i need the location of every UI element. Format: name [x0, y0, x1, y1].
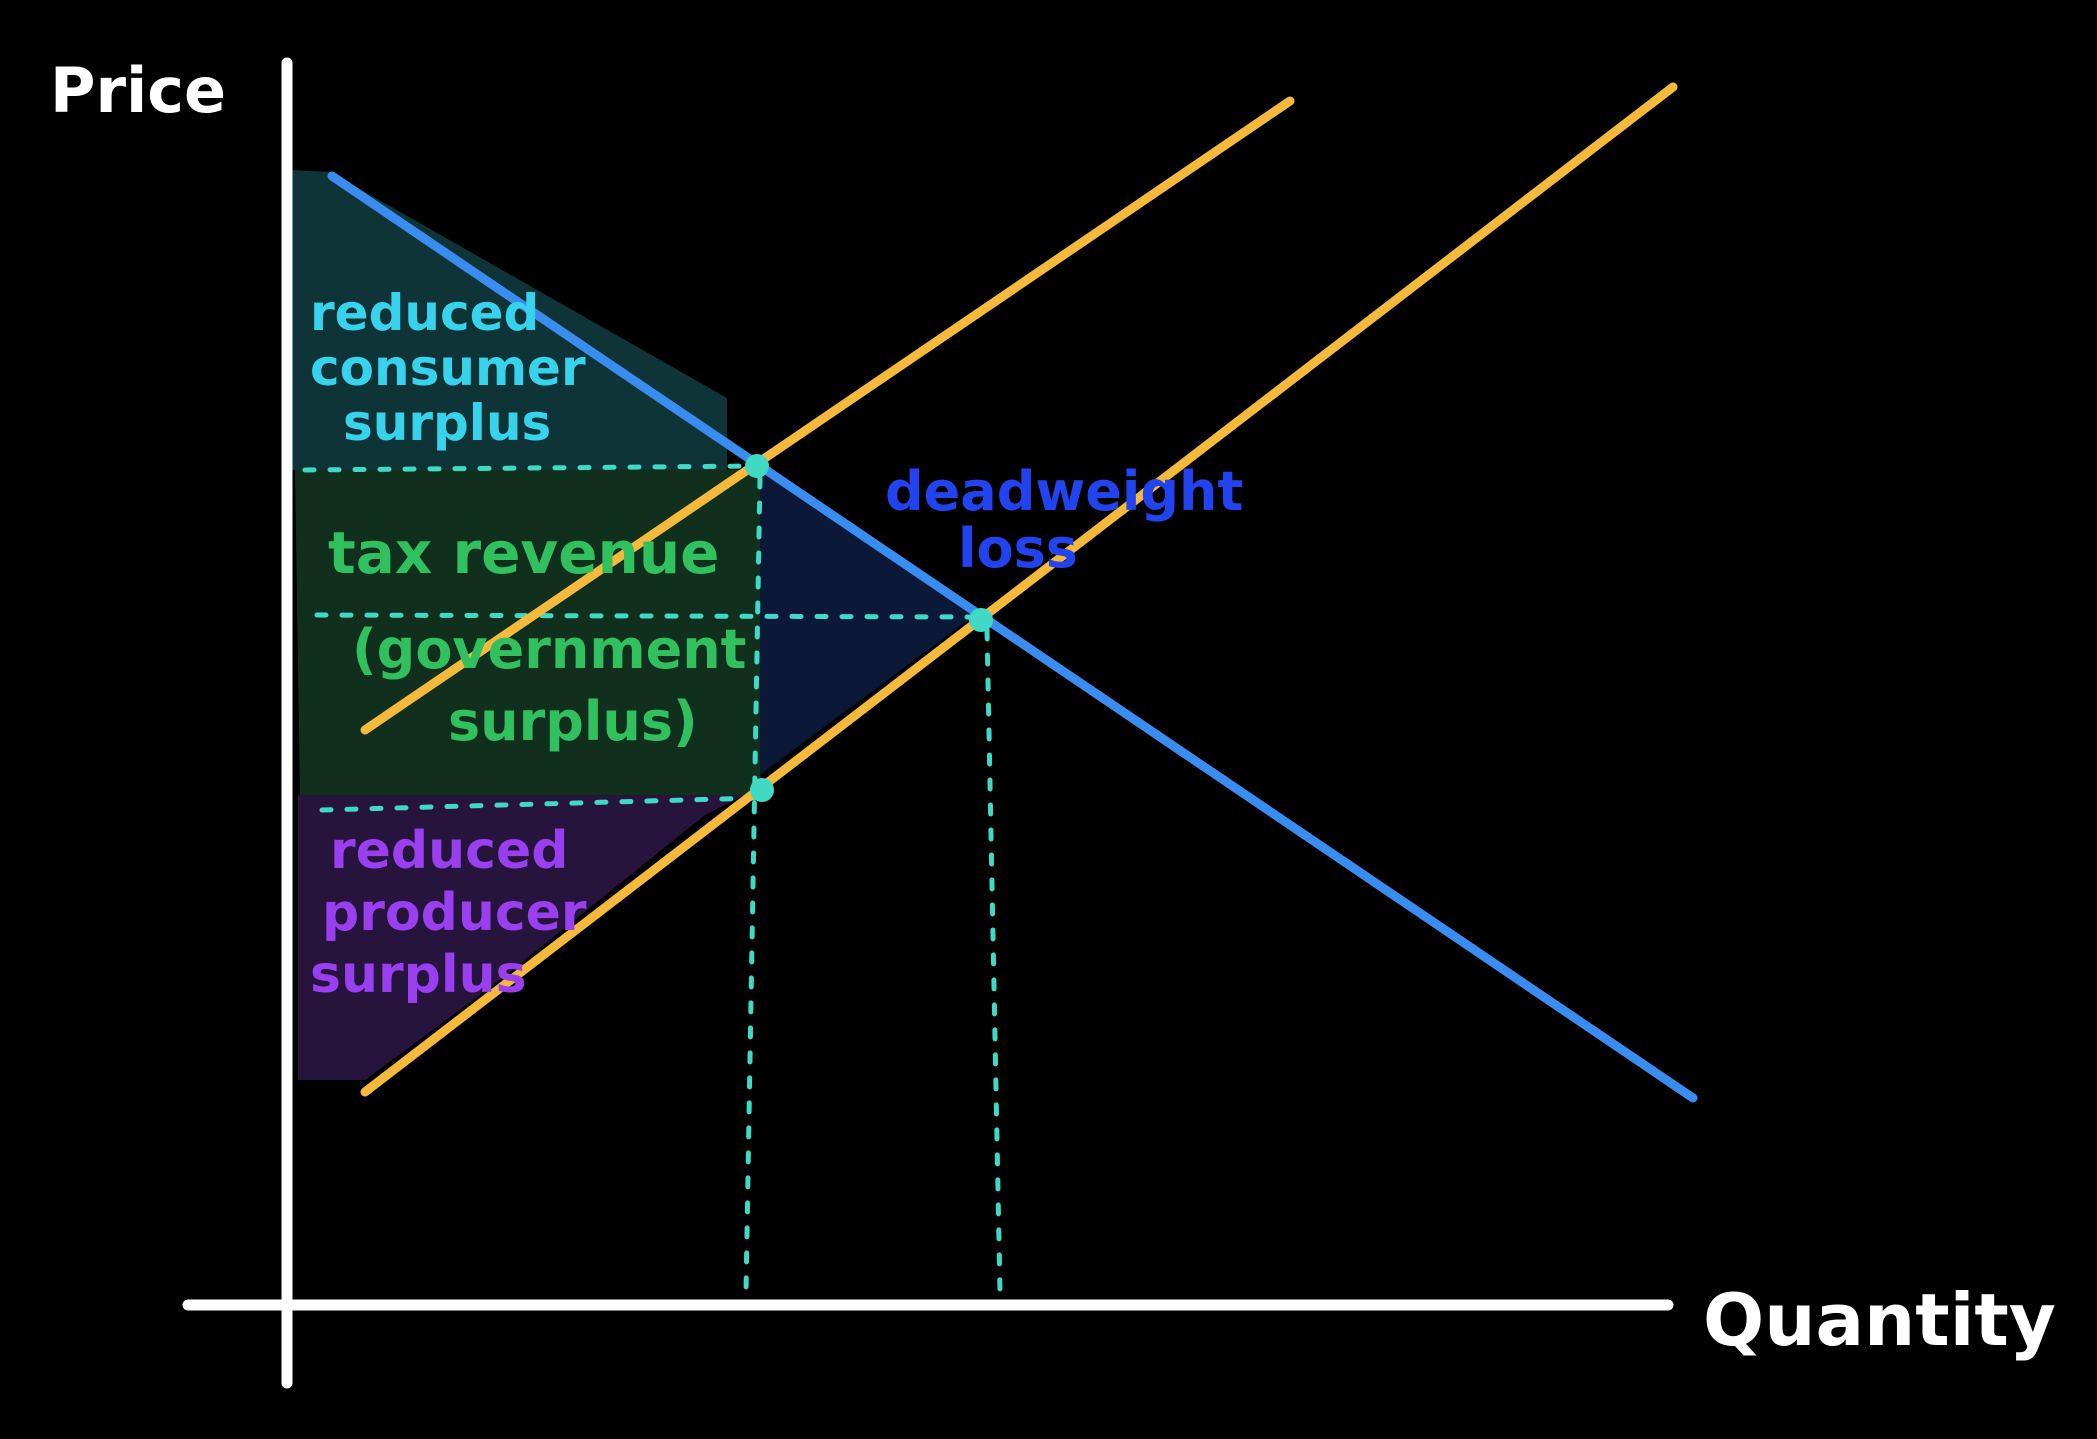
consumer-surplus-region: [290, 170, 727, 470]
consumer-surplus-label-line1: reduced: [310, 284, 539, 342]
equilibrium-point: [969, 608, 993, 632]
equilibrium-price-guide: [314, 612, 981, 620]
supply-curve: [360, 82, 1678, 1097]
tax-revenue-region: [295, 470, 760, 795]
deadweight-loss-label-line2: loss: [958, 517, 1078, 580]
y-axis-label: Price: [50, 54, 226, 127]
deadweight-loss-label-line1: deadweight: [885, 460, 1243, 523]
consumer-surplus-label-line3: surplus: [343, 394, 551, 452]
producer-price-point: [750, 778, 774, 802]
price-consumers-guide: [302, 463, 760, 473]
x-axis-label: Quantity: [1703, 1278, 2056, 1362]
producer-surplus-label-line3: surplus: [310, 945, 527, 1005]
tax-revenue-label-line2: (government: [352, 618, 746, 681]
consumer-surplus-label-line2: consumer: [310, 339, 586, 397]
tax-revenue-label-line1: tax revenue: [328, 519, 719, 587]
deadweight-loss-region: [760, 470, 975, 775]
price-producers-guide: [319, 795, 761, 813]
demand-curve: [327, 171, 1698, 1103]
producer-surplus-region: [298, 795, 745, 1080]
tax-revenue-label-line3: surplus): [448, 690, 698, 753]
consumer-price-point: [745, 454, 769, 478]
equilibrium-quantity-guide: [984, 627, 1003, 1295]
producer-surplus-label-line2: producer: [322, 883, 587, 943]
producer-surplus-label-line1: reduced: [330, 821, 568, 881]
tax-quantity-guide: [743, 475, 763, 1295]
supply-curve-with-tax: [360, 96, 1295, 735]
